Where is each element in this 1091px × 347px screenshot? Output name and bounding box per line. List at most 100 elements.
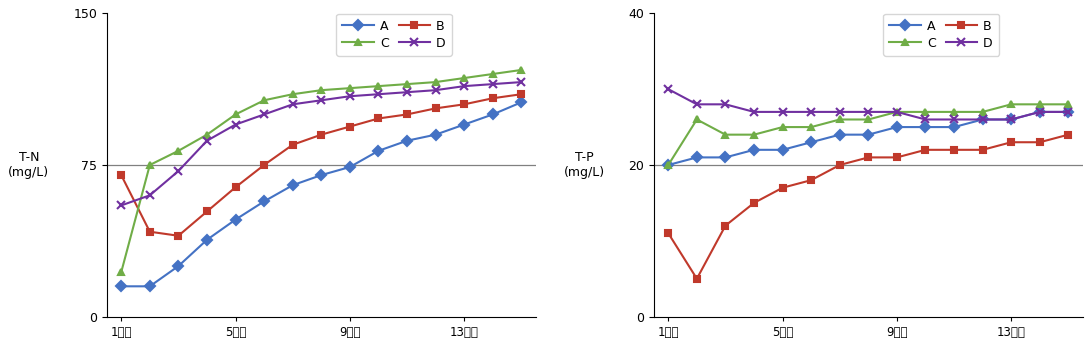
A [286,183,299,187]
C [691,117,704,121]
B [257,163,271,167]
A [976,117,990,121]
A [115,284,128,288]
C [919,110,932,114]
C [976,110,990,114]
Line: D: D [117,78,526,210]
D [257,112,271,117]
D [691,102,704,107]
C [314,88,327,92]
B [515,92,528,96]
A [172,264,185,268]
A [919,125,932,129]
B [662,231,675,235]
B [115,173,128,177]
A [201,238,214,242]
C [719,133,732,137]
C [862,117,875,121]
Legend: A, C, B, D: A, C, B, D [883,14,999,56]
D [976,117,990,121]
D [805,110,818,114]
B [976,148,990,152]
A [429,133,442,137]
Line: C: C [118,67,525,276]
A [257,199,271,203]
C [201,133,214,137]
B [286,143,299,147]
A [372,149,385,153]
C [1005,102,1018,107]
D [719,102,732,107]
Y-axis label: T-P
(mg/L): T-P (mg/L) [563,151,604,179]
D [834,110,847,114]
B [805,178,818,182]
C [890,110,903,114]
D [1005,117,1018,121]
C [662,163,675,167]
C [429,80,442,84]
D [372,92,385,96]
B [229,185,242,189]
A [314,173,327,177]
B [862,155,875,160]
D [662,87,675,91]
C [1062,102,1075,107]
A [143,284,156,288]
B [372,116,385,120]
C [372,84,385,88]
C [286,92,299,96]
B [1033,140,1046,144]
C [344,86,357,90]
A [691,155,704,160]
B [457,102,470,107]
Line: D: D [664,85,1072,124]
D [429,88,442,92]
B [400,112,413,117]
D [1062,110,1075,114]
B [1062,133,1075,137]
A [229,218,242,222]
A [662,163,675,167]
A [890,125,903,129]
A [747,148,760,152]
B [1005,140,1018,144]
B [429,106,442,110]
C [487,72,500,76]
C [515,68,528,72]
C [229,112,242,117]
A [1033,110,1046,114]
C [143,163,156,167]
Line: B: B [664,131,1071,282]
C [834,117,847,121]
C [805,125,818,129]
C [947,110,960,114]
D [457,84,470,88]
Line: A: A [118,99,525,290]
A [805,140,818,144]
A [719,155,732,160]
D [115,203,128,208]
C [457,76,470,80]
D [229,122,242,127]
D [747,110,760,114]
B [344,125,357,129]
Y-axis label: T-N
(mg/L): T-N (mg/L) [9,151,49,179]
A [862,133,875,137]
B [719,223,732,228]
A [1062,110,1075,114]
C [172,149,185,153]
A [1005,117,1018,121]
A [947,125,960,129]
D [515,80,528,84]
D [1033,110,1046,114]
D [400,90,413,94]
A [776,148,789,152]
C [776,125,789,129]
D [776,110,789,114]
D [919,117,932,121]
D [286,102,299,107]
B [691,277,704,281]
B [947,148,960,152]
C [400,82,413,86]
A [834,133,847,137]
